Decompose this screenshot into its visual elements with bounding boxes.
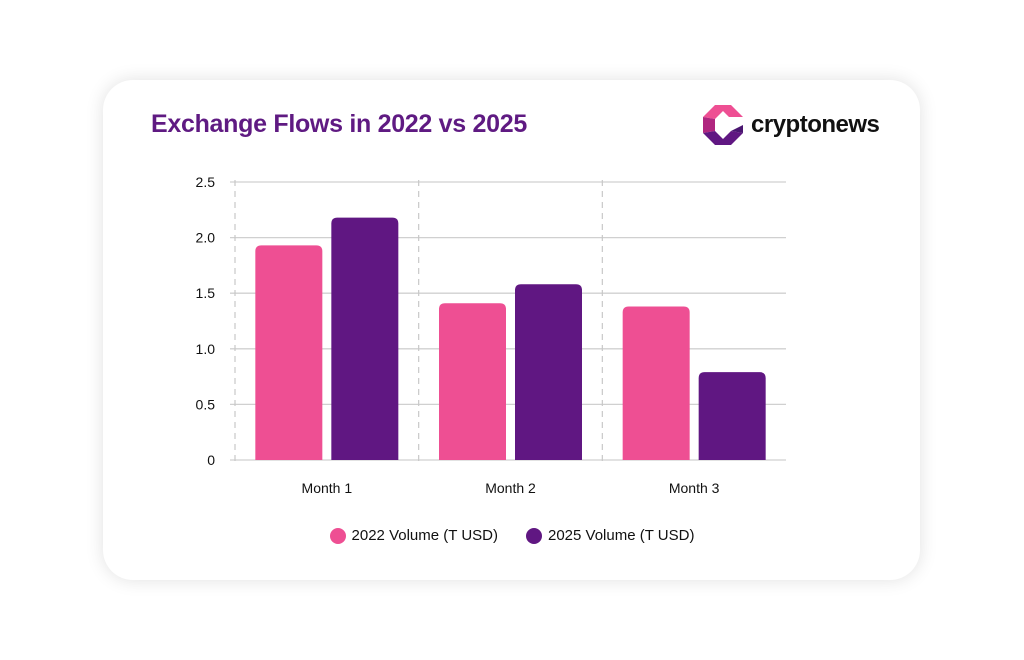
chart-title: Exchange Flows in 2022 vs 2025 [151, 110, 527, 138]
chart-card [103, 80, 920, 580]
legend-label-2022: 2022 Volume (T USD) [351, 527, 498, 544]
bar-2025-month-2 [515, 284, 582, 460]
y-tick-label: 2.0 [196, 230, 216, 246]
bar-2022-month-2 [439, 303, 506, 460]
y-tick-label: 2.5 [196, 174, 216, 190]
legend-item-2022: 2022 Volume (T USD) [329, 527, 498, 544]
cryptonews-logo-icon [703, 105, 743, 145]
legend: 2022 Volume (T USD) 2025 Volume (T USD) [0, 527, 1024, 544]
legend-swatch-2022 [329, 527, 346, 544]
x-tick-label: Month 1 [302, 480, 353, 496]
brand-logo: cryptonews [703, 105, 880, 145]
bar-2025-month-1 [331, 217, 399, 460]
y-tick-label: 1.5 [196, 285, 216, 301]
y-tick-label: 1.0 [196, 341, 216, 357]
legend-item-2025: 2025 Volume (T USD) [526, 527, 694, 544]
legend-label-2025: 2025 Volume (T USD) [548, 527, 695, 544]
x-tick-label: Month 3 [669, 480, 720, 496]
y-tick-label: 0.5 [196, 396, 216, 412]
brand-name: cryptonews [751, 111, 880, 138]
legend-swatch-2025 [526, 527, 542, 544]
bar-2025-month-3 [698, 372, 766, 460]
x-tick-label: Month 2 [485, 480, 536, 496]
bar-2022-month-1 [255, 245, 323, 460]
y-tick-label: 0 [207, 452, 215, 468]
bar-2022-month-3 [622, 306, 690, 460]
